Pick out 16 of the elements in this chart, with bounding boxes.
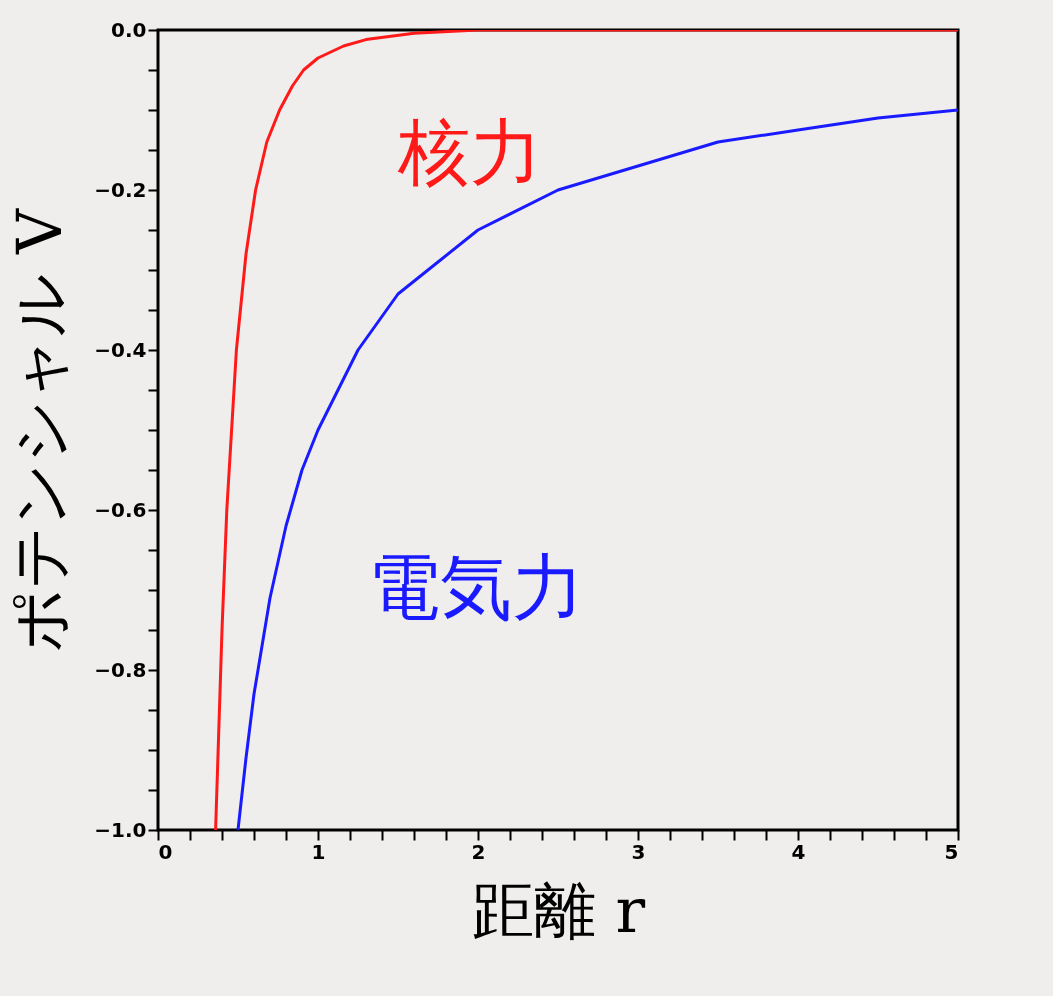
y-tick-label: −0.4 <box>94 337 147 362</box>
x-tick-label: 0 <box>158 839 173 864</box>
x-tick-label: 5 <box>944 839 959 864</box>
y-axis-title: ポテンシャル V <box>3 208 77 652</box>
y-tick-label: −0.2 <box>94 177 147 202</box>
x-tick-label: 3 <box>631 839 646 864</box>
x-tick-label: 2 <box>471 839 486 864</box>
y-tick-label: −1.0 <box>94 817 147 842</box>
x-tick-label: 4 <box>791 839 806 864</box>
x-axis-title: 距離 r <box>471 873 646 947</box>
series-label: 核力 <box>397 110 542 194</box>
y-tick-label: −0.8 <box>94 657 147 682</box>
x-tick-label: 1 <box>311 839 326 864</box>
y-tick-label: 0.0 <box>111 17 147 42</box>
y-tick-label: −0.6 <box>94 497 147 522</box>
series-label: 電気力 <box>368 545 584 629</box>
